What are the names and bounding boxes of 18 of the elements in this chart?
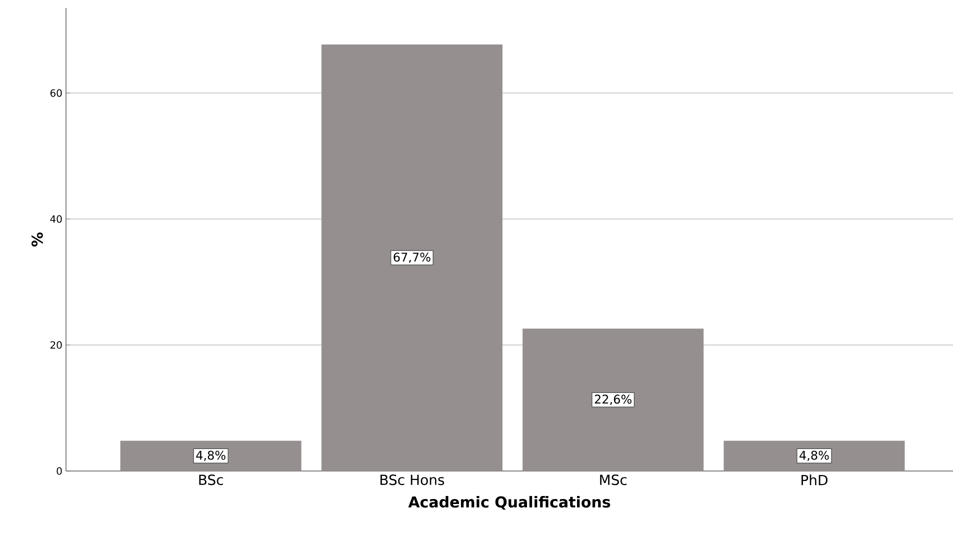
data-label: 4,8% [196,450,226,462]
data-label: 4,8% [800,450,829,462]
data-label: 22,6% [594,394,632,405]
y-tick-label: 40 [50,215,62,223]
x-tick-label: MSc [600,474,627,486]
data-label: 67,7% [394,252,430,263]
y-tick-label: 20 [50,341,62,349]
x-tick-label: BSc [199,474,223,486]
x-axis-title: Academic Qualifications [408,496,610,510]
bar [724,440,905,471]
bar [522,328,704,471]
y-tick-label: 0 [56,467,62,475]
x-tick-label: PhD [802,474,828,486]
bar [321,44,502,471]
y-tick-label: 60 [50,89,62,97]
y-axis-title: % [32,232,43,247]
bar [120,440,302,471]
x-tick-label: BSc Hons [380,474,444,486]
